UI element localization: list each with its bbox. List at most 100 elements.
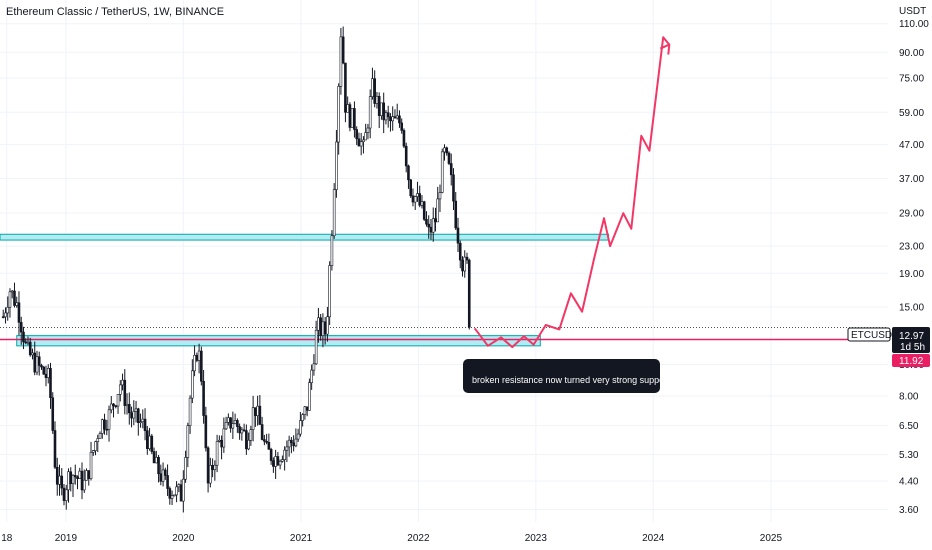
candle-body: [157, 456, 160, 475]
candle-body: [274, 456, 277, 467]
candle-body: [123, 379, 127, 406]
candle-body: [44, 373, 48, 379]
support-price-tag[interactable]: 11.92: [892, 354, 930, 367]
candle-body: [13, 290, 16, 306]
candle-body: [116, 394, 120, 407]
candle-body: [267, 442, 271, 450]
candle-body: [258, 405, 262, 425]
candle-body: [146, 430, 149, 449]
candle-body: [463, 256, 467, 272]
candle-body: [46, 368, 50, 379]
candle-body: [141, 418, 145, 423]
candle-body: [301, 414, 304, 421]
candle-body: [285, 446, 289, 451]
candle-body: [112, 403, 115, 407]
candle-body: [209, 465, 212, 484]
chart-grid: [0, 0, 888, 522]
candle-body: [94, 441, 97, 451]
candle-body: [287, 439, 291, 448]
candle-body: [4, 312, 7, 318]
currency-label: USDT: [899, 6, 926, 17]
y-tick-label: 4.40: [899, 477, 919, 488]
candle-body: [186, 425, 190, 458]
candle-body: [393, 116, 397, 119]
candle-body: [368, 96, 372, 129]
candle-body: [389, 116, 392, 122]
candle-body: [366, 127, 370, 133]
candle-body: [202, 380, 205, 416]
candle-body: [319, 317, 322, 336]
candle-body: [76, 476, 79, 479]
candle-body: [87, 470, 91, 479]
candle-body: [256, 405, 259, 417]
candle-body: [98, 433, 102, 439]
candle-body: [197, 350, 201, 361]
candle-body: [402, 130, 406, 147]
candle-body: [265, 441, 268, 443]
candle-body: [425, 219, 428, 225]
candle-body: [155, 456, 158, 464]
candle-body: [249, 429, 253, 441]
candle-body: [310, 369, 313, 383]
candle-body: [132, 411, 136, 419]
candle-body: [436, 198, 440, 223]
candle-body: [456, 227, 460, 244]
candle-body: [348, 104, 352, 128]
candle-body: [272, 460, 275, 467]
candle-body: [407, 165, 410, 181]
candle-body: [312, 363, 316, 371]
symbol-tag[interactable]: ETCUSDT: [847, 327, 898, 342]
y-tick-label: 8.00: [899, 392, 919, 403]
candle-body: [78, 470, 82, 479]
current-price-tag[interactable]: 12.97 1d 5h: [892, 327, 930, 353]
symbol-tag-label: ETCUSDT: [851, 330, 898, 341]
y-tick-label: 110.00: [899, 19, 929, 30]
candle-body: [164, 469, 167, 476]
candle-body: [150, 435, 154, 452]
candle-body: [229, 417, 232, 429]
candle-body: [321, 321, 325, 336]
candle-body: [182, 478, 185, 502]
candle-body: [69, 471, 73, 485]
zones-layer: [0, 233, 610, 347]
candle-body: [254, 407, 257, 417]
x-tick-label: 2020: [172, 533, 195, 544]
candle-body: [350, 108, 354, 128]
annotation-callout[interactable]: broken resistance now turned very strong…: [463, 359, 670, 393]
candle-body: [337, 86, 340, 143]
arrow-head: [659, 43, 671, 55]
candle-body: [429, 226, 433, 233]
candle-body: [317, 317, 320, 331]
candle-body: [35, 356, 39, 373]
candle-body: [103, 419, 106, 430]
candle-body: [64, 489, 68, 501]
candle-body: [175, 486, 178, 496]
y-tick-label: 37.00: [899, 174, 924, 185]
candle-body: [213, 464, 217, 471]
candle-body: [269, 449, 273, 461]
candle-body: [422, 201, 426, 220]
candle-body: [82, 479, 86, 491]
x-tick-label: 2019: [55, 533, 78, 544]
candle-body: [67, 471, 70, 491]
candle-body: [89, 451, 93, 479]
candle-body: [454, 200, 458, 229]
y-tick-label: 3.60: [899, 505, 919, 516]
candle-body: [200, 350, 203, 382]
candle-body: [159, 473, 163, 482]
candle-body: [177, 484, 181, 488]
y-tick-label: 6.50: [899, 421, 919, 432]
candle-body: [355, 129, 358, 140]
candle-body: [191, 370, 194, 399]
candle-body: [184, 457, 187, 480]
candle-body: [125, 404, 129, 406]
candle-body: [166, 475, 169, 489]
candle-body: [161, 469, 165, 482]
candle-body: [211, 465, 214, 471]
projection-path[interactable]: [473, 36, 671, 349]
candle-body: [206, 447, 210, 484]
candle-body: [245, 430, 248, 450]
y-tick-label: 59.00: [899, 108, 924, 119]
candle-body: [420, 201, 424, 206]
